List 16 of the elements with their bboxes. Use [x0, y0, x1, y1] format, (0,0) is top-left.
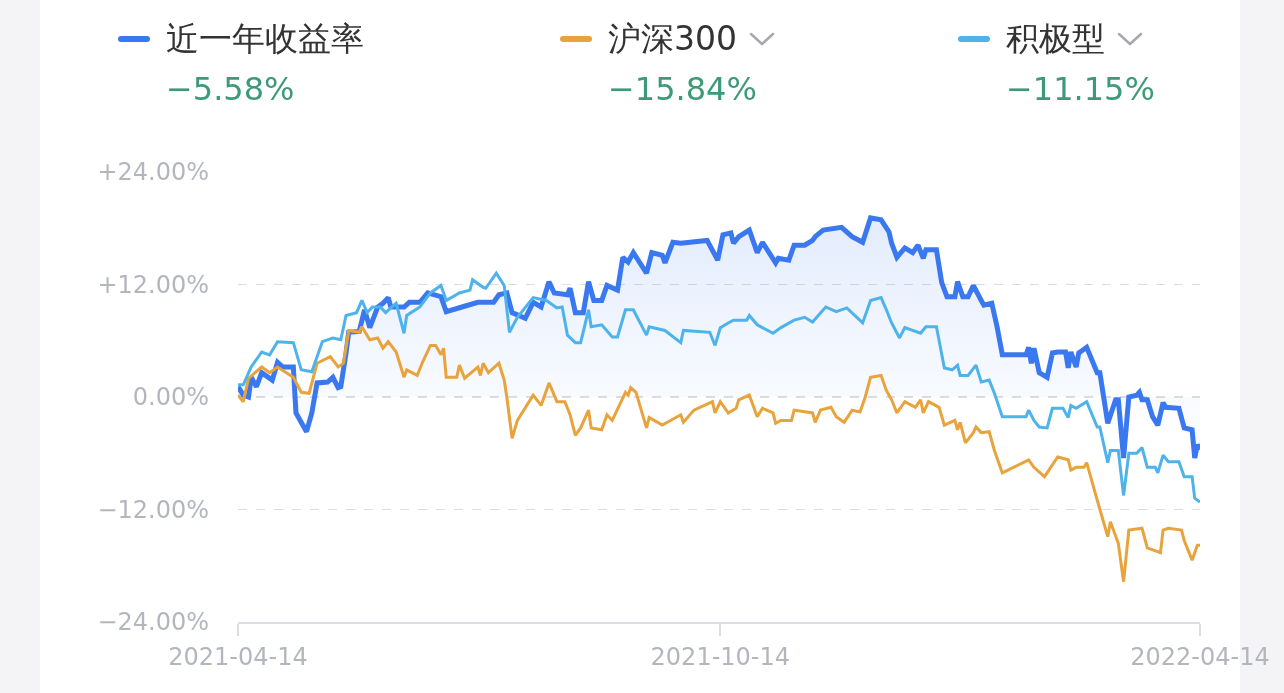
legend-label: 沪深300	[608, 17, 737, 60]
y-tick-label: −12.00%	[97, 495, 209, 524]
text: −15.84%	[608, 70, 758, 108]
line-series	[238, 325, 1200, 584]
x-tick-label: 2021-10-14	[650, 642, 791, 671]
legend-label: 积极型	[1006, 17, 1105, 60]
x-tick-label: 2021-04-14	[168, 642, 308, 671]
y-tick-label: 0.00%	[132, 383, 209, 412]
text: −5.58%	[166, 70, 296, 108]
line-series	[238, 271, 1200, 504]
x-tick-label: 2022-04-14	[1130, 642, 1270, 671]
text: −11.15%	[1006, 70, 1155, 108]
y-tick-label: +24.00%	[97, 158, 209, 187]
y-tick-label: −24.00%	[97, 608, 209, 637]
legend-label: 近一年收益率	[166, 17, 364, 60]
y-tick-label: +12.00%	[97, 270, 209, 299]
